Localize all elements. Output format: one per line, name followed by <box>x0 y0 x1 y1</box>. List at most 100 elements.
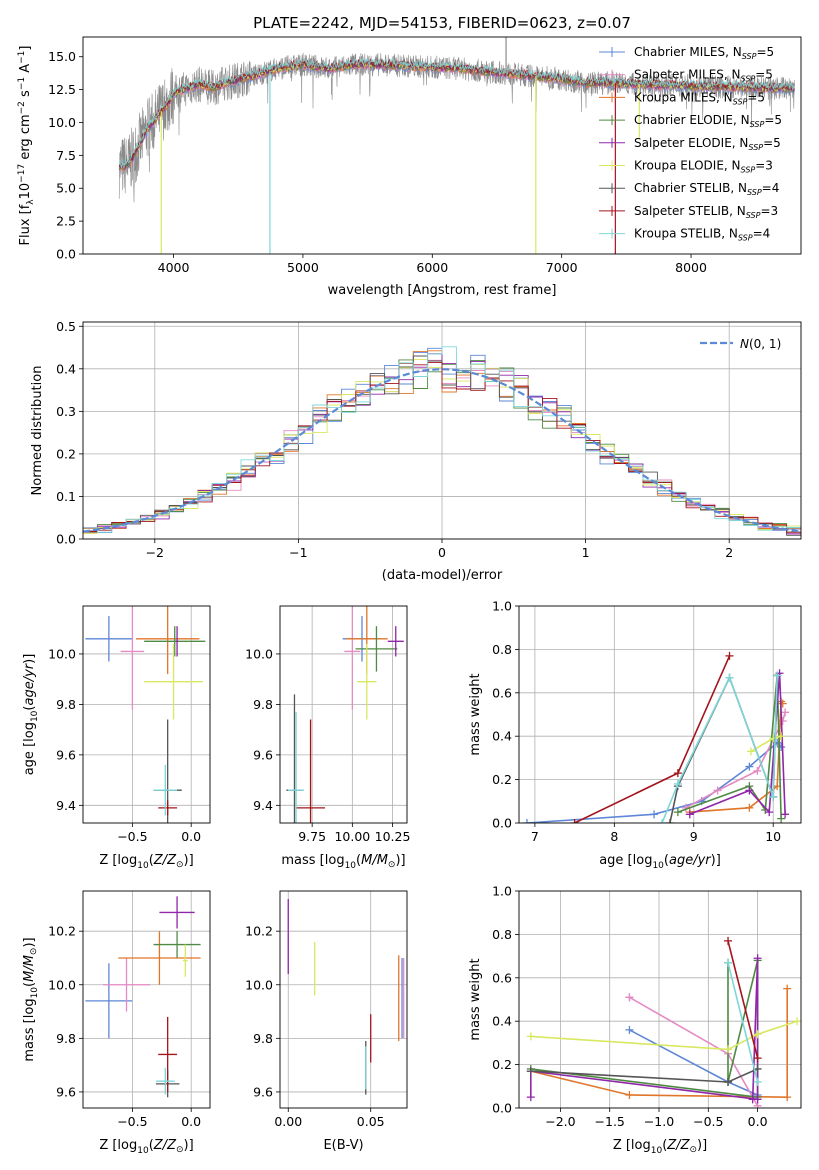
errorbar-salpeter-miles <box>344 606 361 710</box>
x-tick-label: 10 <box>765 829 781 844</box>
x-axis-label: Z [log10(Z/Z⊙)] <box>613 1138 707 1156</box>
axes-frame <box>82 890 211 1109</box>
errorbar-kroupa-elodie <box>182 944 188 977</box>
y-tick-label: 10.0 <box>48 115 76 130</box>
y-tick-label: 9.8 <box>56 1031 76 1046</box>
data-point <box>625 1025 634 1034</box>
series-chabrier-stelib <box>665 671 782 823</box>
axes-age-vs-Z: −0.5 0.0 9.4 9.6 9.8 10.0 <box>48 605 211 844</box>
x-tick-label: 5000 <box>287 260 319 275</box>
x-tick-label: 6000 <box>416 260 448 275</box>
axes-residuals: −2 −1 0 1 2 0.0 0.1 0.2 0.3 0.4 0.5 <box>56 319 802 560</box>
data-point <box>781 708 790 717</box>
x-tick-label: 1 <box>582 545 590 560</box>
y-tick-label: 1.0 <box>492 599 512 614</box>
y-tick-label: 0.6 <box>492 685 512 700</box>
errorbar-salpeter-elodie <box>175 626 179 657</box>
legend-label-normal: N(0, 1) <box>740 337 781 351</box>
x-tick-label: −0.5 <box>117 829 147 844</box>
x-tick-label: 0 <box>438 545 446 560</box>
plot-area <box>280 891 407 1108</box>
histogram-salpeter-stelib <box>83 361 801 533</box>
axes-spectrum: 4000 5000 6000 7000 8000 0.0 2.5 5.0 7.5 10.0 12.5… <box>48 36 802 275</box>
series-salpeter-elodie <box>526 954 762 1104</box>
plot-area <box>519 891 801 1108</box>
data-point <box>745 803 754 812</box>
data-point <box>673 808 682 817</box>
x-axis-label: wavelength [Angstrom, rest frame] <box>328 283 557 298</box>
x-tick-label: 7000 <box>546 260 578 275</box>
plot-area <box>118 37 795 254</box>
y-tick-label: 2.5 <box>56 214 76 229</box>
legend-entry-salpeter-elodie: Salpeter ELODIE, NSSP=5 <box>599 136 781 152</box>
errorbar-chabrier-elodie <box>355 626 398 672</box>
axes-frame <box>82 321 802 540</box>
data-point <box>725 673 734 682</box>
x-tick-label: 0.0 <box>181 1114 201 1129</box>
legend-label: Salpeter MILES, NSSP=5 <box>634 68 773 84</box>
model-line-salpeter-stelib <box>118 57 795 168</box>
x-axis-label: age [log10(age/yr)] <box>599 853 721 871</box>
y-tick-label: 0.4 <box>492 729 512 744</box>
x-axis-label: mass [log10(M/M⊙)] <box>281 853 405 871</box>
series-salpeter-miles <box>681 708 790 812</box>
data-point <box>625 1090 634 1099</box>
legend-entry-chabrier-elodie: Chabrier ELODIE, NSSP=5 <box>599 113 782 129</box>
y-tick-label: 10.0 <box>48 977 76 992</box>
errorbar-chabrier-miles <box>85 616 133 662</box>
data-point <box>753 1077 762 1086</box>
x-tick-label: 0.0 <box>748 1114 768 1129</box>
series-chabrier-elodie <box>673 671 786 823</box>
errorbar-salpeter-stelib <box>158 1016 178 1092</box>
y-tick-label: 0.0 <box>492 816 512 831</box>
x-tick-label: 0.00 <box>274 1114 302 1129</box>
axes-frame <box>518 605 802 824</box>
model-line-kroupa-stelib <box>118 56 795 169</box>
series-chabrier-miles <box>522 738 786 823</box>
spectrum-data-line <box>118 52 795 203</box>
y-tick-label: 0.1 <box>56 489 76 504</box>
series-salpeter-stelib <box>570 651 734 823</box>
data-point <box>724 936 733 945</box>
x-tick-label: −1.0 <box>644 1114 674 1129</box>
legend-entry-chabrier-miles: Chabrier MILES, NSSP=5 <box>599 45 774 61</box>
data-point <box>777 732 786 741</box>
y-tick-label: 0.4 <box>492 1014 512 1029</box>
data-point <box>769 792 778 801</box>
legend-entry-salpeter-miles: Salpeter MILES, NSSP=5 <box>599 68 773 84</box>
data-point <box>781 810 790 819</box>
data-point <box>526 1093 535 1102</box>
series-chabrier-miles <box>625 1025 762 1099</box>
x-tick-label: 9.75 <box>298 829 326 844</box>
x-tick-label: 8000 <box>675 260 707 275</box>
y-tick-label: 0.0 <box>56 532 76 547</box>
y-axis-label: mass [log10(M/M⊙)] <box>22 937 40 1061</box>
y-axis-label: mass weight <box>468 958 483 1040</box>
data-point <box>746 747 755 756</box>
legend-entry-kroupa-miles: Kroupa MILES, NSSP=5 <box>599 90 765 106</box>
axes-frame <box>82 36 802 255</box>
plot-area <box>280 606 407 823</box>
data-point <box>665 819 674 823</box>
y-tick-label: 9.6 <box>56 747 76 762</box>
y-tick-label: 9.4 <box>253 798 273 813</box>
x-tick-label: 10.25 <box>375 829 411 844</box>
x-tick-label: −1 <box>289 545 307 560</box>
y-tick-label: 9.6 <box>56 1084 76 1099</box>
series-salpeter-miles <box>625 993 762 1108</box>
x-tick-label: 0.0 <box>181 829 201 844</box>
data-point <box>570 819 579 823</box>
series-kroupa-stelib <box>724 958 762 1086</box>
y-tick-label: 0.8 <box>492 642 512 657</box>
y-axis-label: Flux [fλ10−17 erg cm−2 s−1 A−1] <box>17 46 36 246</box>
legend-label: Kroupa STELIB, NSSP=4 <box>634 227 770 243</box>
data-point <box>650 810 659 819</box>
y-tick-label: 12.5 <box>48 82 76 97</box>
y-axis-label: age [log10(age/yr)] <box>22 654 40 776</box>
y-tick-label: 0.4 <box>56 361 76 376</box>
errorbar-salpeter-miles <box>120 606 145 710</box>
plot-area <box>83 606 210 823</box>
errorbar-chabrier-elodie <box>144 626 206 657</box>
errorbar-kroupa-stelib <box>153 764 178 816</box>
data-point <box>673 769 682 778</box>
